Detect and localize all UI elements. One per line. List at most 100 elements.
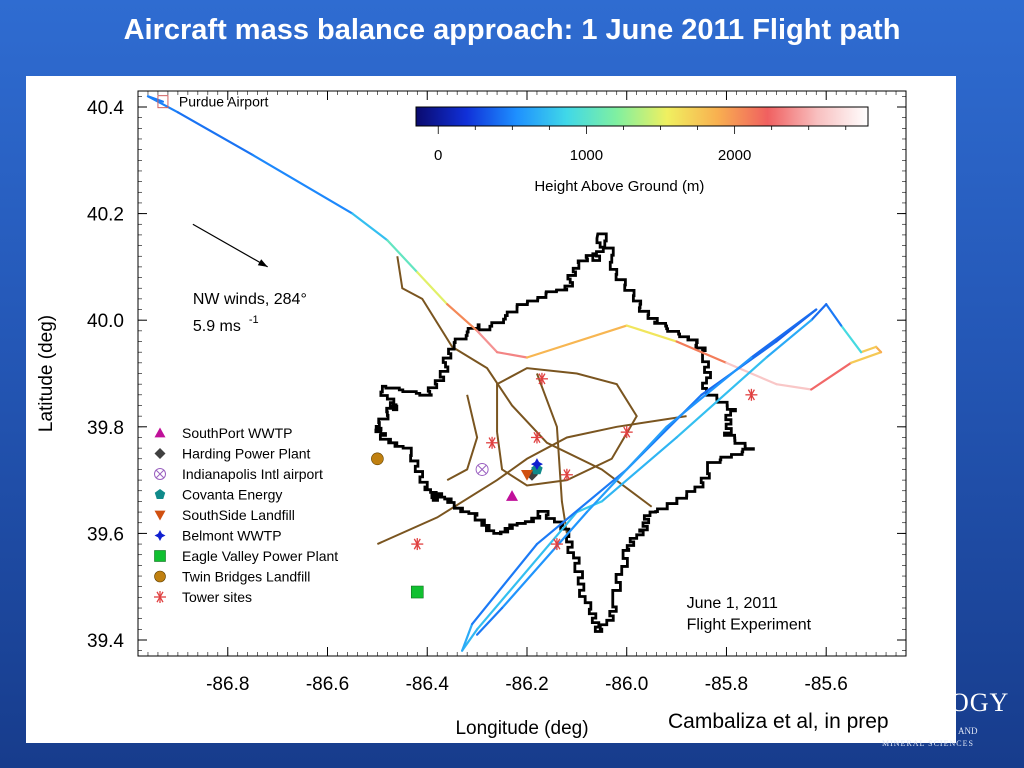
flight-path-segment [874, 345, 883, 354]
flight-path-segment [860, 345, 878, 354]
flight-path-segment [675, 356, 768, 439]
flight-path-segment [775, 383, 813, 391]
flight-path-segment [825, 303, 843, 327]
colorbar-tick-label: 0 [434, 147, 442, 164]
start-label: Purdue Airport [179, 94, 269, 110]
citation-text: Cambaliza et al, in prep [668, 710, 889, 733]
legend-label: Harding Power Plant [182, 446, 311, 462]
source-marker [475, 462, 489, 476]
legend-label: Indianapolis Intl airport [182, 466, 323, 482]
legend-marker [154, 448, 166, 459]
flight-path-segment [765, 319, 813, 359]
city-boundary [374, 232, 755, 633]
institution-logo-fragment: OGY [950, 688, 1010, 717]
wind-annotation-line2: 5.9 ms [193, 318, 241, 335]
flight-path-segment [575, 500, 603, 514]
tower-site-marker [411, 538, 424, 551]
circle-x-stroke [155, 469, 165, 479]
source-marker [530, 458, 543, 471]
source-marker [520, 469, 533, 481]
colorbar-tick-label: 2000 [718, 147, 751, 164]
circle-x-ring [154, 468, 166, 480]
institution-logo-sub: AND [958, 726, 978, 736]
source-marker [371, 452, 384, 466]
wind-arrow-shaft [192, 223, 268, 268]
flight-path-segment [251, 153, 354, 215]
flight-path-segment [476, 510, 578, 631]
flight-path-segment [810, 361, 853, 391]
road-line [396, 256, 653, 508]
legend-label: Twin Bridges Landfill [182, 569, 310, 585]
road-line [376, 415, 687, 545]
y-tick-label: 39.4 [87, 631, 124, 652]
wind-annotation-superscript: -1 [249, 314, 259, 326]
road-line [496, 367, 638, 487]
colorbar-tick-label: 1000 [570, 147, 603, 164]
x-tick-label: -85.8 [705, 674, 748, 695]
wind-arrow-head [257, 259, 268, 267]
legend-marker [154, 570, 166, 583]
y-tick-label: 39.6 [87, 524, 124, 545]
y-tick-label: 40.2 [87, 205, 124, 226]
road-line [446, 394, 479, 481]
legend-marker [154, 510, 166, 521]
flight-path-segment [840, 324, 863, 354]
legend-marker [154, 550, 166, 562]
x-tick-label: -86.6 [306, 674, 349, 695]
flight-path-segment [476, 329, 499, 354]
slide-title: Aircraft mass balance approach: 1 June 2… [123, 14, 901, 46]
tower-site-marker [550, 538, 563, 551]
y-tick-label: 40.4 [87, 98, 124, 119]
flight-path-segment [495, 351, 529, 359]
flight-path-segment [725, 361, 778, 386]
y-tick-label: 40.0 [87, 311, 124, 332]
flight-path-segment [500, 510, 588, 610]
legend-label: SouthPort WWTP [182, 425, 292, 441]
institution-logo-sub2: MINERAL SCIENCES [882, 739, 974, 748]
legend-label: Covanta Energy [182, 487, 282, 503]
x-tick-label: -86.8 [206, 674, 249, 695]
experiment-label-line1: June 1, 2011 [687, 595, 778, 612]
flight-path-segment [461, 622, 474, 652]
legend-label: Belmont WWTP [182, 528, 282, 544]
flight-path-segment [810, 303, 828, 322]
flight-path-chart: Purdue Airport NW winds, 284° 5.9 ms -1 June… [36, 90, 907, 739]
flight-path-segment [750, 308, 818, 359]
tower-site-marker [620, 426, 633, 439]
flight-path-segment [535, 468, 628, 546]
flight-path-segment [600, 436, 678, 503]
tower-site-marker [530, 431, 543, 444]
x-tick-label: -86.0 [605, 674, 648, 695]
flight-path-segment [446, 303, 479, 332]
flight-path-segment [476, 606, 504, 636]
flight-path-segment [675, 340, 728, 364]
tower-site-marker [535, 372, 548, 385]
flight-path-segment [351, 212, 389, 242]
circle-x-stroke [477, 464, 487, 474]
tower-site-marker [560, 468, 573, 481]
x-tick-label: -86.4 [406, 674, 450, 695]
legend-marker [154, 530, 166, 541]
y-tick-label: 39.8 [87, 418, 124, 439]
legend-marker [154, 468, 166, 480]
wind-annotation-line1: NW winds, 284° [193, 291, 307, 308]
experiment-label-line2: Flight Experiment [687, 616, 812, 633]
legend-label: SouthSide Landfill [182, 507, 295, 523]
flight-path-segment [471, 542, 539, 626]
circle-x-ring [475, 462, 489, 476]
x-tick-label: -86.2 [505, 674, 548, 695]
tower-site-marker [486, 436, 499, 449]
legend-label: Eagle Valley Power Plant [182, 548, 338, 564]
legend-label: Tower sites [182, 589, 252, 605]
legend-marker [154, 591, 166, 603]
source-marker [410, 585, 424, 599]
y-axis-label: Latitude (deg) [36, 315, 57, 432]
x-tick-label: -85.6 [805, 674, 848, 695]
figure-panel: Purdue Airport NW winds, 284° 5.9 ms -1 June… [26, 76, 956, 743]
flight-path-segment [585, 425, 668, 514]
flight-path-segment [665, 356, 753, 428]
flight-path-segment [525, 324, 628, 359]
flight-path-segment [176, 111, 254, 157]
colorbar-label: Height Above Ground (m) [534, 178, 704, 195]
tower-site-marker [745, 388, 758, 401]
